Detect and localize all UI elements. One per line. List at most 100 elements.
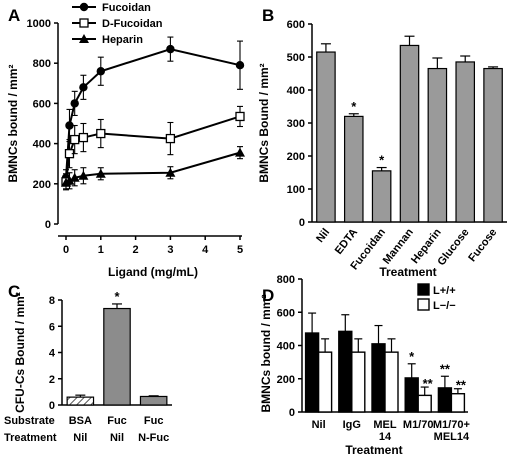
- panel-a-point: [96, 128, 106, 139]
- panel-a-y-tick-label: 600: [33, 98, 51, 110]
- panel-b: B0100200300400500600Nil*EDTA*FucoidanMan…: [257, 6, 507, 279]
- panel-a-series-line: [65, 48, 241, 178]
- panel-b-x-tick-label: EDTA: [333, 226, 360, 256]
- panel-d-bar: [351, 351, 366, 413]
- panel-a-point: [95, 168, 106, 178]
- panel-b-bar: [343, 115, 364, 223]
- panel-c-y-tick-label: 2: [49, 374, 55, 386]
- panel-c-treatment-label: N-Fuc: [138, 432, 169, 444]
- panel-d-significance: **: [456, 378, 467, 393]
- panel-b-x-tick-label: Fucose: [466, 226, 499, 264]
- panel-d-significance: *: [409, 349, 415, 364]
- panel-d-legend-swatch: [417, 283, 430, 296]
- panel-a-series-line: [65, 151, 241, 184]
- panel-c: C 0 2 4 6 8 BSA Nil * Fuc Nil Fuc N-Fuc Substrate Trea…: [4, 282, 172, 444]
- panel-c-treatment-label: Nil: [110, 432, 124, 444]
- panel-a-point: [79, 83, 88, 92]
- panel-b-bar: [371, 170, 392, 223]
- panel-a-point: [65, 121, 74, 130]
- panel-c-significance: *: [114, 289, 120, 304]
- panel-c-y-tick-label: 4: [49, 348, 56, 360]
- panel-d-bar: [338, 330, 353, 413]
- panel-b-y-tick-label: 200: [287, 151, 305, 163]
- panel-d-bar: [384, 351, 399, 413]
- panel-d-legend-label: L−/−: [433, 300, 456, 312]
- panel-b-bar: [399, 44, 420, 223]
- panel-d-x-tick-label: M1/70: [403, 419, 434, 431]
- panel-b-y-axis-title: BMNCs Bound / mm²: [257, 63, 271, 182]
- panel-b-y-tick-label: 400: [287, 85, 305, 97]
- panel-c-substrate-label: Fuc: [144, 415, 164, 427]
- panel-a-x-tick-label: 2: [133, 244, 139, 256]
- panel-letter: A: [8, 6, 20, 25]
- panel-letter: C: [8, 282, 20, 301]
- panel-a-y-tick-label: 0: [45, 219, 51, 231]
- panel-a-legend-marker: [79, 2, 89, 12]
- panel-c-y-tick-label: 6: [49, 321, 55, 333]
- panel-a-point: [165, 167, 176, 177]
- panel-d-x-tick-label: MEL 14: [373, 419, 397, 443]
- panel-d-bar: [437, 387, 453, 413]
- panel-d-x-tick-line: 14: [379, 431, 392, 443]
- panel-d-x-tick-line: IgG: [343, 419, 361, 431]
- panel-a-x-tick-label: 4: [202, 244, 209, 256]
- panel-a-x-axis-title: Ligand (mg/mL): [108, 265, 198, 279]
- panel-c-bar: [139, 395, 168, 406]
- panel-a-x-tick-label: 0: [63, 244, 69, 256]
- panel-c-row-label-substrate: Substrate: [4, 415, 55, 427]
- panel-d-y-tick-label: 400: [277, 341, 295, 353]
- panel-b-y-tick-label: 600: [287, 19, 305, 31]
- panel-d-x-tick-label: IgG: [343, 419, 361, 431]
- panel-b-significance: *: [351, 99, 357, 114]
- panel-d-y-axis-title: BMNCs bound / mm²: [259, 295, 273, 413]
- panel-b-y-tick-label: 300: [287, 118, 305, 130]
- panel-d-x-axis-title: Treatment: [345, 443, 402, 456]
- panel-letter: D: [262, 286, 274, 305]
- panel-d-x-tick-line: M1/70: [403, 419, 434, 431]
- panel-c-y-axis-title: CFU-Cs Bound / mm²: [13, 292, 27, 413]
- panel-letter: B: [262, 6, 274, 25]
- panel-a-x-tick-label: 1: [98, 244, 104, 256]
- panel-b-bar: [455, 61, 476, 223]
- panel-d-bar: [304, 332, 320, 413]
- panel-d-bar: [450, 393, 466, 413]
- panel-c-bar: [103, 307, 131, 406]
- panel-b-significance: *: [379, 153, 385, 168]
- panel-d-significance: **: [423, 376, 434, 391]
- panel-d-x-tick-line: Nil: [312, 419, 326, 431]
- panel-d-x-tick-line: MEL: [373, 419, 397, 431]
- panel-a-point: [96, 67, 106, 76]
- panel-d-legend-label: L+/+: [433, 285, 456, 297]
- panel-a-point: [235, 111, 245, 122]
- panel-c-bar: [66, 396, 95, 406]
- panel-d-bar: [317, 351, 333, 413]
- panel-b-x-axis-title: Treatment: [379, 265, 436, 279]
- panel-c-substrate-label: BSA: [69, 415, 92, 427]
- panel-b-bar: [427, 67, 448, 223]
- panel-a-point: [78, 170, 89, 180]
- panel-b-y-tick-label: 100: [287, 184, 305, 196]
- panel-d-bar: [404, 377, 419, 413]
- panel-a-point: [70, 99, 79, 108]
- panel-a: A 0 200 400 600 800 1000 0 1 2 3 4 5 Ligand (mg/mL) BM…: [6, 2, 245, 279]
- panel-d-legend-swatch: [417, 298, 430, 311]
- panel-b-bar: [483, 67, 503, 223]
- panel-c-row-label-treatment: Treatment: [4, 432, 57, 444]
- panel-d-bar: [371, 343, 386, 413]
- panel-a-y-tick-label: 800: [33, 58, 51, 70]
- panel-a-point: [235, 61, 245, 70]
- panel-d-x-tick-label: M1/70+ MEL14: [433, 419, 470, 443]
- panel-a-point: [70, 134, 80, 145]
- panel-c-substrate-label: Fuc: [107, 415, 127, 427]
- panel-a-point: [69, 172, 80, 182]
- panel-d-y-tick-label: 600: [277, 307, 295, 319]
- panel-b-y-tick-label: 500: [287, 52, 305, 64]
- panel-d-x-tick-line: M1/70+: [433, 419, 470, 431]
- panel-d-significance: **: [440, 361, 451, 376]
- panel-b-bar: [316, 51, 336, 223]
- panel-d-x-tick-line: MEL14: [434, 431, 470, 443]
- panel-a-x-tick-label: 5: [237, 244, 243, 256]
- panel-a-point: [64, 175, 75, 185]
- panel-a-y-tick-label: 200: [33, 179, 51, 191]
